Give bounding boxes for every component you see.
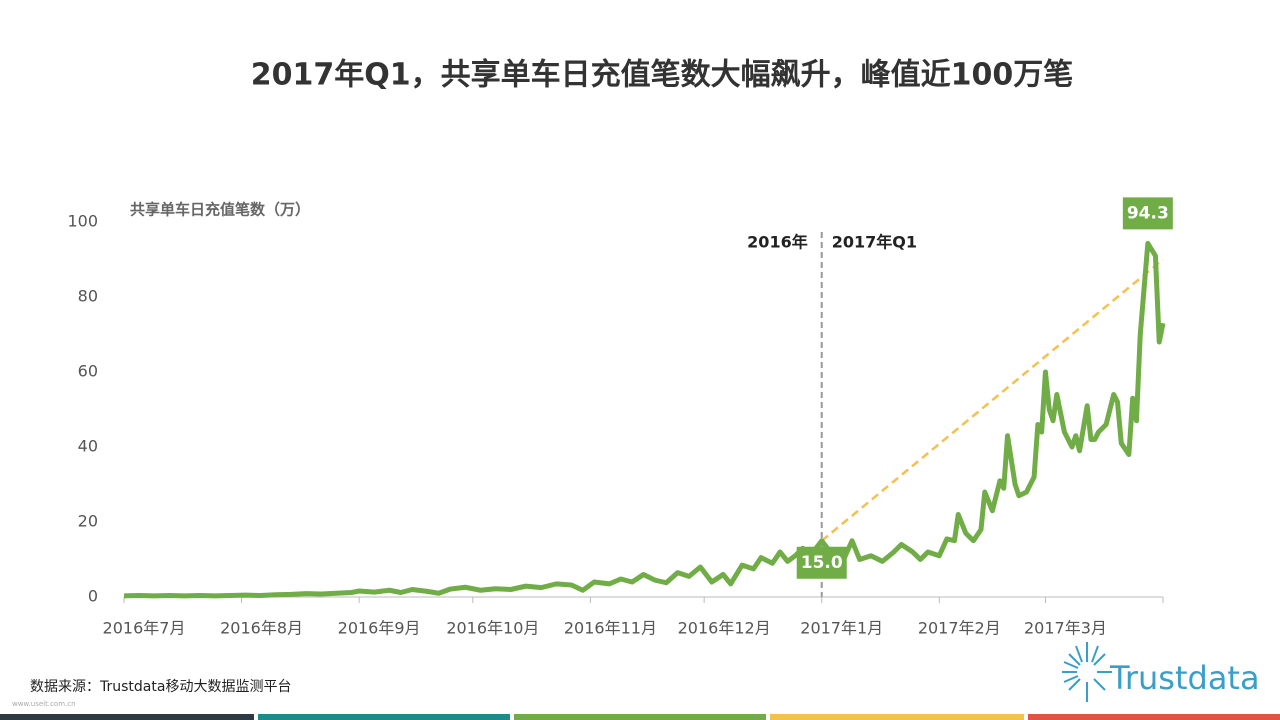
y-tick-label: 0 [88, 587, 98, 606]
x-tick-label: 2016年11月 [564, 619, 657, 638]
y-axis-label: 共享单车日充值笔数（万） [130, 201, 310, 219]
x-tick-label: 2017年1月 [800, 619, 883, 638]
x-tick-label: 2016年8月 [220, 619, 303, 638]
trend-line [820, 258, 1164, 542]
y-tick-label: 80 [78, 287, 98, 306]
x-tick-label: 2016年9月 [338, 619, 421, 638]
logo-icon [1062, 642, 1112, 702]
watermark: www.useit.com.cn [12, 700, 76, 708]
annotation-label: 15.0 [801, 553, 843, 573]
divider-right-label: 2017年Q1 [832, 233, 917, 252]
annotation-label: 94.3 [1127, 203, 1169, 223]
y-tick-label: 100 [67, 212, 98, 231]
footer-bar [0, 714, 1280, 720]
logo-text: Trustdata [1109, 659, 1260, 697]
y-tick-label: 60 [78, 362, 98, 381]
x-tick-label: 2016年7月 [103, 619, 186, 638]
source: 数据来源：Trustdata移动大数据监测平台 [30, 679, 291, 695]
data-line [123, 240, 1166, 599]
annotation-box [1122, 197, 1173, 230]
x-tick-label: 2016年10月 [446, 619, 539, 638]
annotation-box [796, 546, 847, 579]
x-tick-label: 2017年3月 [1024, 619, 1107, 638]
y-tick-label: 20 [78, 512, 98, 531]
chart-title: 2017年Q1，共享单车日充值笔数大幅飙升，峰值近100万笔 [251, 58, 1074, 93]
x-tick-label: 2017年2月 [918, 619, 1001, 638]
divider-left-label: 2016年 [747, 233, 808, 252]
x-tick-label: 2016年12月 [678, 619, 771, 638]
y-tick-label: 40 [78, 437, 98, 456]
